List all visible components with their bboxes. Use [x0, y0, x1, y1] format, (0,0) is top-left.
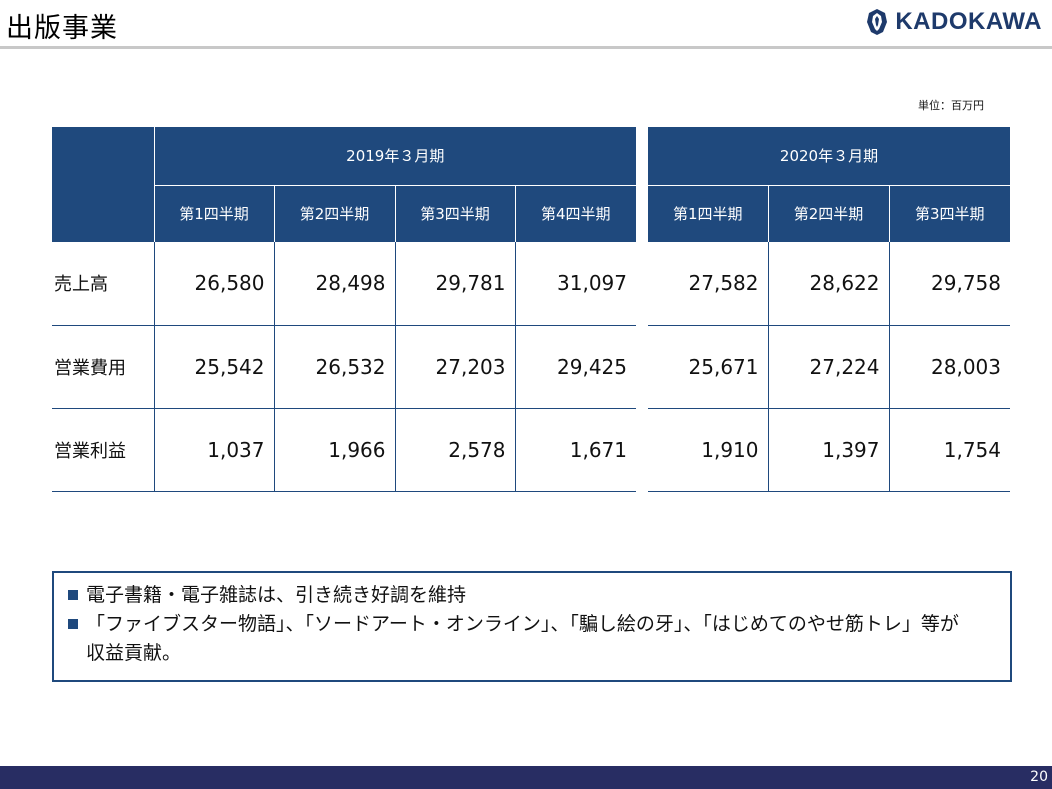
table-cell: 28,622 — [768, 242, 890, 326]
table-cell: 29,781 — [395, 242, 516, 326]
table-cell: 27,203 — [395, 325, 516, 409]
footer-bar: 20 — [0, 766, 1052, 789]
table-cell: 1,397 — [768, 408, 890, 492]
unit-label: 単位：百万円 — [918, 99, 984, 112]
logo-wordmark: KADOKAWA — [895, 8, 1042, 35]
row-label: 営業利益 — [52, 408, 155, 492]
fy2020-header: 2020年３月期 — [648, 127, 1010, 186]
row-label: 売上高 — [52, 242, 155, 326]
note-text: 電子書籍・電子雑誌は、引き続き好調を維持 — [86, 584, 467, 606]
note-continuation: 収益貢献。 — [86, 642, 182, 664]
table-cell: 28,003 — [889, 325, 1010, 409]
table-cell: 26,532 — [274, 325, 396, 409]
table-cell: 2,578 — [395, 408, 516, 492]
table-cell: 1,910 — [648, 408, 769, 492]
table-cell: 27,582 — [648, 242, 769, 326]
quarter-header: 第3四半期 — [889, 185, 1010, 242]
quarter-header: 第2四半期 — [768, 185, 890, 242]
quarterly-results-table: 2019年３月期 2020年３月期 第1四半期 第2四半期 第3四半期 第4四半… — [52, 127, 1010, 492]
page-number: 20 — [1030, 769, 1048, 785]
kadokawa-dragon-emblem-icon — [867, 9, 888, 35]
table-cell: 29,425 — [515, 325, 636, 409]
table-row-operating-income: 営業利益 1,037 1,966 2,578 1,671 1,910 1,397… — [52, 408, 1010, 492]
table-cell: 25,671 — [648, 325, 769, 409]
table-cell: 1,671 — [515, 408, 636, 492]
table-cell: 26,580 — [154, 242, 275, 326]
quarter-header: 第3四半期 — [395, 185, 516, 242]
table-row-sales: 売上高 26,580 28,498 29,781 31,097 27,582 2… — [52, 242, 1010, 326]
quarter-header: 第2四半期 — [274, 185, 396, 242]
table-cell: 1,754 — [889, 408, 1010, 492]
table-cell: 29,758 — [889, 242, 1010, 326]
note-item: 電子書籍・電子雑誌は、引き続き好調を維持 — [68, 581, 998, 610]
note-item: 「ファイブスター物語」、「ソードアート・オンライン」、「騙し絵の牙」、「はじめて… — [68, 610, 998, 639]
table-cell: 28,498 — [274, 242, 396, 326]
square-bullet-icon — [68, 590, 78, 600]
table-corner-header — [52, 127, 155, 242]
note-text: 「ファイブスター物語」、「ソードアート・オンライン」、「騙し絵の牙」、「はじめて… — [86, 613, 959, 635]
table-cell: 1,966 — [274, 408, 396, 492]
quarter-header: 第1四半期 — [154, 185, 275, 242]
table-cell: 25,542 — [154, 325, 275, 409]
table-cell: 31,097 — [515, 242, 636, 326]
page-title: 出版事業 — [6, 13, 118, 44]
commentary-box: 電子書籍・電子雑誌は、引き続き好調を維持 「ファイブスター物語」、「ソードアート… — [52, 571, 1012, 682]
quarter-header: 第1四半期 — [648, 185, 769, 242]
quarter-header: 第4四半期 — [515, 185, 636, 242]
row-label: 営業費用 — [52, 325, 155, 409]
table-row-operating-expenses: 営業費用 25,542 26,532 27,203 29,425 25,671 … — [52, 325, 1010, 409]
square-bullet-icon — [68, 619, 78, 629]
fy2019-header: 2019年３月期 — [154, 127, 636, 186]
kadokawa-logo: KADOKAWA — [865, 8, 1042, 36]
title-divider — [0, 46, 1052, 49]
column-gap — [636, 127, 648, 242]
table-cell: 27,224 — [768, 325, 890, 409]
table-cell: 1,037 — [154, 408, 275, 492]
